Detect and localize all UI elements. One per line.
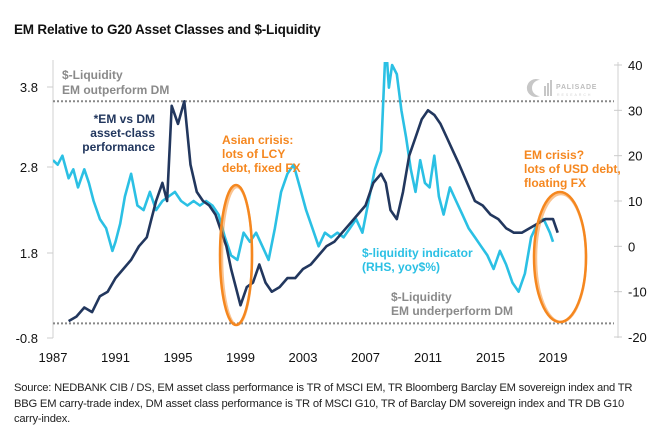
annotation-text: asset-class [90,126,155,140]
logo-icon [526,79,552,97]
annotation-em-vs-dm: *EM vs DM asset-class performance [82,112,155,154]
annotation-text: debt, fixed FX [222,161,301,175]
right-tick-label: 20 [628,149,642,164]
logo-name: PALISADE [556,84,597,91]
left-tick-label: -0.8 [16,331,38,346]
source-note: Source: NEDBANK CIB / DS, EM asset class… [14,382,633,425]
annotation-liquidity-indicator: $-liquidity indicator (RHS, yoy$%) [362,246,473,274]
annotation-text: $-liquidity indicator [362,246,473,260]
annotation-em-crisis: EM crisis? lots of USD debt, floating FX [524,148,621,190]
x-tick-label: 2011 [414,350,442,365]
annotation-text: lots of USD debt, [524,162,621,176]
x-tick-label: 2015 [476,350,505,365]
left-tick-label: 3.8 [20,80,38,95]
x-tick-label: 2003 [289,350,318,365]
left-axis-ticks: 3.8 2.8 1.8 -0.8 [16,80,53,346]
series-liquidity-line [53,62,555,294]
annotation-text: EM outperform DM [62,83,169,97]
x-tick-label: 1991 [101,350,130,365]
x-tick-label: 2019 [539,350,568,365]
right-tick-label: -10 [628,285,647,300]
annotation-text: EM underperform DM [391,304,513,318]
right-tick-label: -20 [628,330,647,345]
annotation-em-underperform: $-Liquidity EM underperform DM [391,290,513,318]
annotation-asian-crisis: Asian crisis: lots of LCY debt, fixed FX [222,133,301,175]
annotation-em-outperform: $-Liquidity EM outperform DM [62,68,169,97]
logo-sub: RESEARCH [557,93,592,97]
annotation-text: (RHS, yoy$%) [362,260,440,274]
annotation-text: $-Liquidity [62,68,123,82]
left-tick-label: 1.8 [20,246,38,261]
right-tick-label: 0 [628,239,635,254]
annotation-text: lots of LCY [222,147,285,161]
x-axis-ticks: 1987 1991 1995 1999 2003 2007 2011 2015 2019 [39,350,568,365]
asian-crisis-ellipse [218,183,254,327]
em-crisis-ellipse [532,190,588,324]
annotation-text: floating FX [524,176,586,190]
right-tick-label: 10 [628,194,642,209]
reference-lines [53,100,614,325]
series-layer [53,62,559,323]
x-tick-label: 1999 [226,350,255,365]
annotation-text: *EM vs DM [94,112,155,126]
x-tick-label: 1995 [164,350,193,365]
series-em-vs-dm-line [67,100,559,323]
palisade-logo: PALISADE RESEARCH [526,79,597,97]
right-tick-label: 40 [628,58,642,73]
chart-title: EM Relative to G20 Asset Classes and $-L… [14,22,321,37]
x-tick-label: 1987 [39,350,68,365]
right-axis-ticks: 40 30 20 10 0 -10 -20 [614,58,647,345]
annotation-text: $-Liquidity [391,290,452,304]
x-tick-label: 2007 [351,350,380,365]
right-tick-label: 30 [628,103,642,118]
annotation-text: Asian crisis: [222,133,293,147]
annotation-text: EM crisis? [524,148,584,162]
left-tick-label: 2.8 [20,160,38,175]
annotation-text: performance [82,140,155,154]
